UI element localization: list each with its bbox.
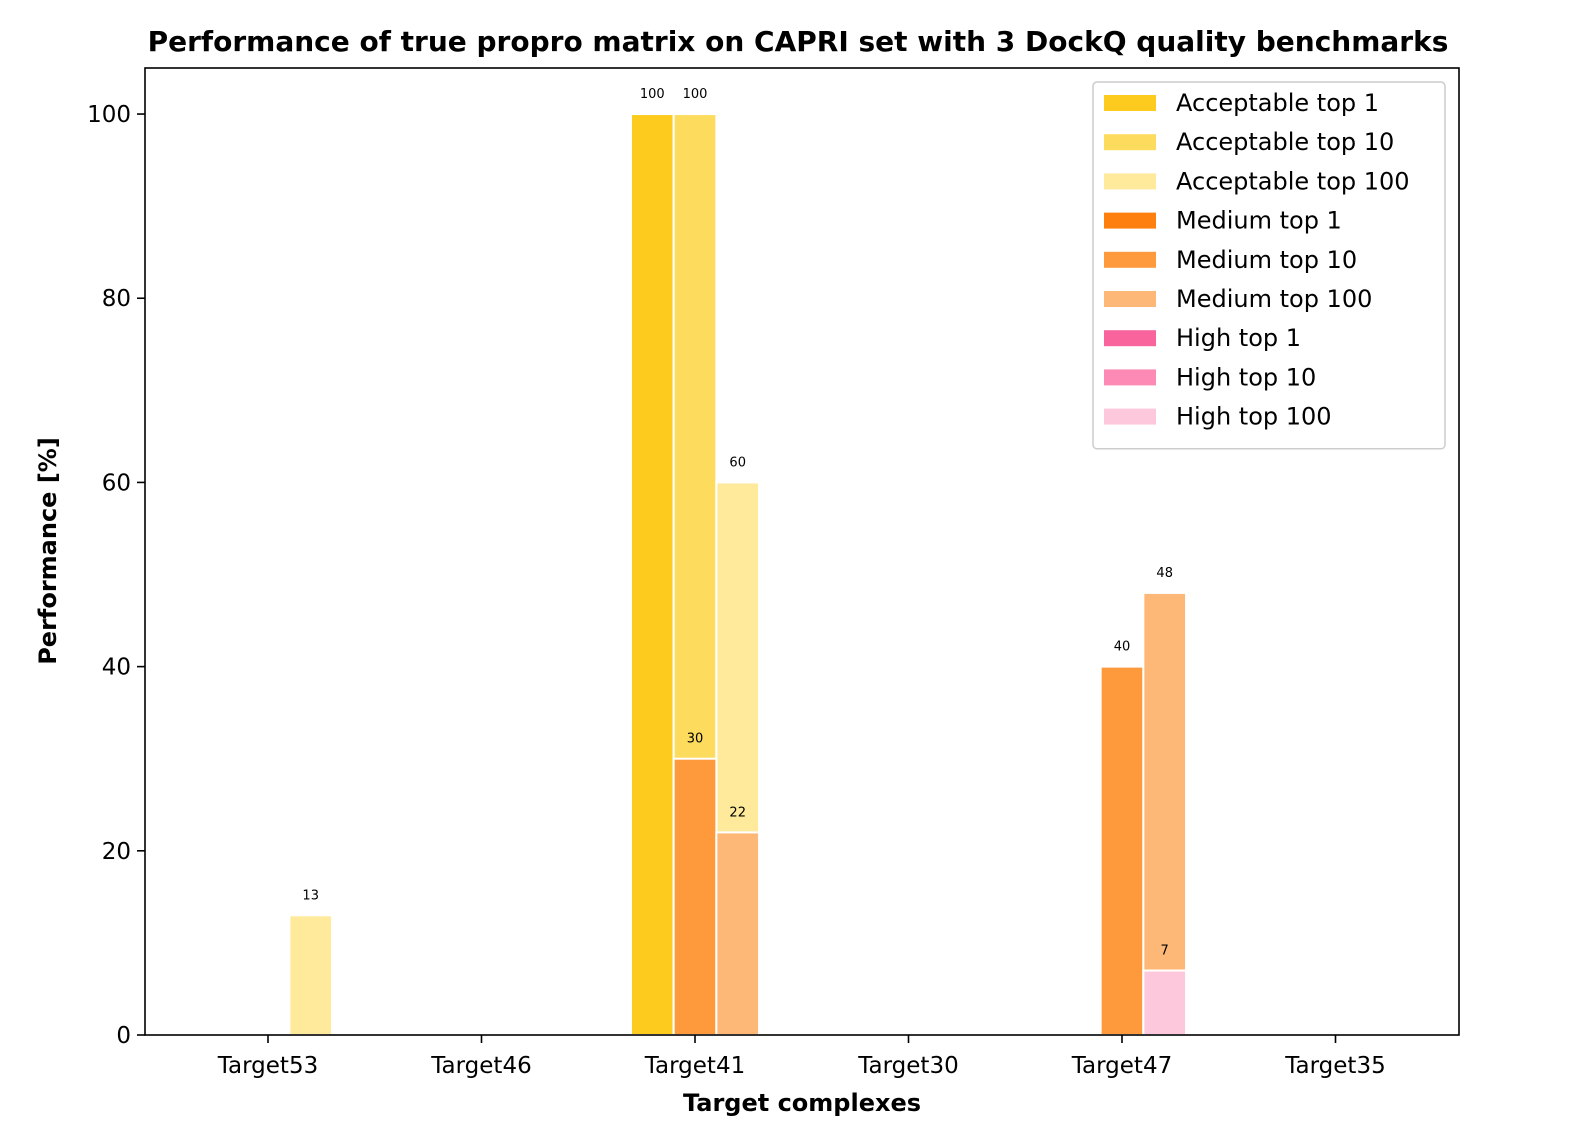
x-axis: Target53 Target46 Target41 Target30 Target47… (217, 1035, 1386, 1079)
data-label-acceptable-top-100-target41: 60 (729, 455, 746, 470)
y-tick-label: 40 (102, 655, 131, 681)
legend-swatch-medium-top-10 (1104, 251, 1156, 268)
y-tick-label: 100 (87, 102, 131, 128)
bar-acceptable-top-100-target53 (288, 914, 334, 1036)
legend-label-medium-top-1: Medium top 1 (1176, 207, 1342, 235)
data-label-acceptable-top-10-target41: 100 (683, 87, 708, 102)
y-axis: 0 20 40 60 80 100 (87, 102, 145, 1049)
legend: Acceptable top 1 Acceptable top 10 Accepta… (1092, 81, 1446, 450)
legend-label-medium-top-10: Medium top 10 (1176, 246, 1357, 274)
y-tick-label: 60 (102, 470, 131, 496)
bar-high-top-100-target47 (1142, 969, 1188, 1036)
legend-swatch-medium-top-100 (1104, 291, 1156, 307)
y-tick-label: 0 (116, 1023, 131, 1049)
legend-label-acceptable-top-10: Acceptable top 10 (1176, 128, 1394, 156)
legend-swatch-acceptable-top-10 (1104, 134, 1156, 151)
x-tick-label-target47: Target47 (1071, 1053, 1172, 1079)
legend-label-medium-top-100: Medium top 100 (1176, 285, 1372, 313)
bars-group (288, 113, 1188, 1037)
plot-frame (144, 67, 1460, 1036)
data-label-high-top-100-target47: 7 (1161, 944, 1169, 959)
y-tick-label: 20 (102, 839, 131, 865)
bar-medium-top-10-target47 (1099, 665, 1145, 1036)
bar-medium-top-10-target41 (672, 757, 718, 1036)
x-tick-label-target41: Target41 (644, 1053, 745, 1079)
y-axis-label: Performance [%] (34, 437, 62, 665)
legend-box (1092, 81, 1446, 450)
data-label-medium-top-100-target47: 48 (1156, 566, 1173, 581)
legend-label-acceptable-top-100: Acceptable top 100 (1176, 167, 1410, 195)
data-label-medium-top-100-target41: 22 (729, 805, 746, 820)
bar-medium-top-100-target41 (715, 831, 761, 1037)
data-label-medium-top-10-target41: 30 (687, 732, 704, 747)
legend-label-acceptable-top-1: Acceptable top 1 (1176, 89, 1379, 117)
x-tick-label-target30: Target30 (857, 1053, 958, 1079)
bar-medium-top-100-target47 (1142, 591, 1188, 1036)
legend-swatch-acceptable-top-100 (1104, 173, 1156, 190)
legend-label-high-top-10: High top 10 (1176, 363, 1316, 391)
legend-swatch-high-top-10 (1104, 369, 1156, 386)
x-tick-label-target53: Target53 (217, 1053, 318, 1079)
legend-label-high-top-1: High top 1 (1176, 324, 1301, 352)
legend-label-high-top-100: High top 100 (1176, 403, 1332, 431)
data-label-acceptable-top-100-target53: 13 (302, 888, 319, 903)
data-labels-group: 100 100 13 60 30 40 22 48 7 (302, 87, 1173, 958)
chart-title: Performance of true propro matrix on CAP… (148, 25, 1449, 58)
data-label-acceptable-top-1-target41: 100 (640, 87, 665, 102)
x-axis-label: Target complexes (683, 1089, 921, 1117)
x-tick-label-target35: Target35 (1284, 1053, 1385, 1079)
legend-swatch-high-top-100 (1104, 408, 1156, 425)
data-label-medium-top-10-target47: 40 (1114, 640, 1131, 655)
legend-swatch-high-top-1 (1104, 330, 1156, 347)
y-tick-label: 80 (102, 286, 131, 312)
x-tick-label-target46: Target46 (430, 1053, 531, 1079)
bar-acceptable-top-1-target41 (629, 113, 675, 1037)
legend-swatch-acceptable-top-1 (1104, 95, 1156, 111)
legend-swatch-medium-top-1 (1104, 212, 1156, 229)
